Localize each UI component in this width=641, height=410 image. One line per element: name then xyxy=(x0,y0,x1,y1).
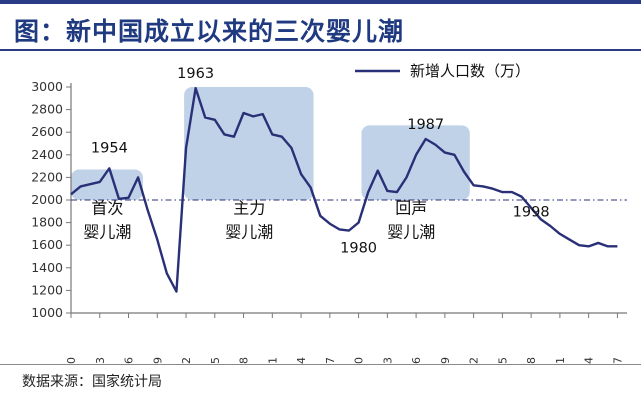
x-tick-label: 1968 xyxy=(238,357,251,364)
annotation-label: 1980 xyxy=(340,241,377,257)
x-tick-label: 1998 xyxy=(525,357,538,364)
x-tick-label: 1992 xyxy=(468,357,481,364)
title-rule xyxy=(0,49,641,51)
y-tick-label: 1600 xyxy=(31,237,63,252)
x-tick-label: 2007 xyxy=(611,357,624,364)
highlight-region xyxy=(71,169,143,200)
top-rule xyxy=(0,0,641,4)
series-line xyxy=(70,86,618,293)
x-tick-label: 1983 xyxy=(381,357,394,364)
region-label: 主力 xyxy=(233,199,265,218)
x-tick-label: 1980 xyxy=(353,357,366,364)
region-label: 婴儿潮 xyxy=(225,222,273,241)
region-label: 婴儿潮 xyxy=(83,222,131,241)
x-tick-label: 1995 xyxy=(496,357,509,364)
region-label: 回声 xyxy=(395,199,427,218)
y-tick-label: 2200 xyxy=(31,169,63,184)
source-note: 数据来源：国家统计局 xyxy=(22,374,162,390)
y-tick-label: 1000 xyxy=(31,305,63,320)
x-tick-label: 1989 xyxy=(439,357,452,364)
legend-label: 新增人口数（万） xyxy=(410,62,530,80)
highlight-region xyxy=(184,87,314,200)
x-tick-label: 1986 xyxy=(410,357,423,364)
y-tick-label: 2800 xyxy=(31,102,63,117)
annotation-label: 1954 xyxy=(91,140,128,156)
y-tick-label: 1200 xyxy=(31,282,63,297)
x-tick-label: 1971 xyxy=(266,357,279,364)
y-tick-label: 2000 xyxy=(31,192,63,207)
source-rule xyxy=(0,364,641,365)
x-tick-label: 1965 xyxy=(209,357,222,364)
y-tick-label: 2600 xyxy=(31,124,63,139)
x-tick-label: 1950 xyxy=(65,357,78,364)
x-tick-label: 1977 xyxy=(324,357,337,364)
x-tick-label: 1953 xyxy=(94,357,107,364)
annotation-label: 1998 xyxy=(513,205,550,221)
region-label: 婴儿潮 xyxy=(387,222,435,241)
x-tick-label: 1959 xyxy=(151,357,164,364)
y-tick-label: 1800 xyxy=(31,215,63,230)
line-chart: 1000 1200 1400 1600 1800 2000 2200 2400 2600 2800… xyxy=(31,62,627,364)
x-tick-label: 1962 xyxy=(180,357,193,364)
annotation-label: 1963 xyxy=(177,66,214,82)
x-tick-label: 1956 xyxy=(123,357,136,364)
x-tick-label: 2004 xyxy=(583,357,596,364)
y-tick-label: 1400 xyxy=(31,260,63,275)
annotation-label: 1987 xyxy=(407,117,444,133)
highlight-region xyxy=(361,125,470,200)
y-tick-label: 2400 xyxy=(31,147,63,162)
region-label: 首次 xyxy=(91,199,123,218)
figure-title: 图：新中国成立以来的三次婴儿潮 xyxy=(14,17,405,46)
y-tick-label: 3000 xyxy=(31,79,63,94)
x-tick-label: 1974 xyxy=(295,357,308,364)
